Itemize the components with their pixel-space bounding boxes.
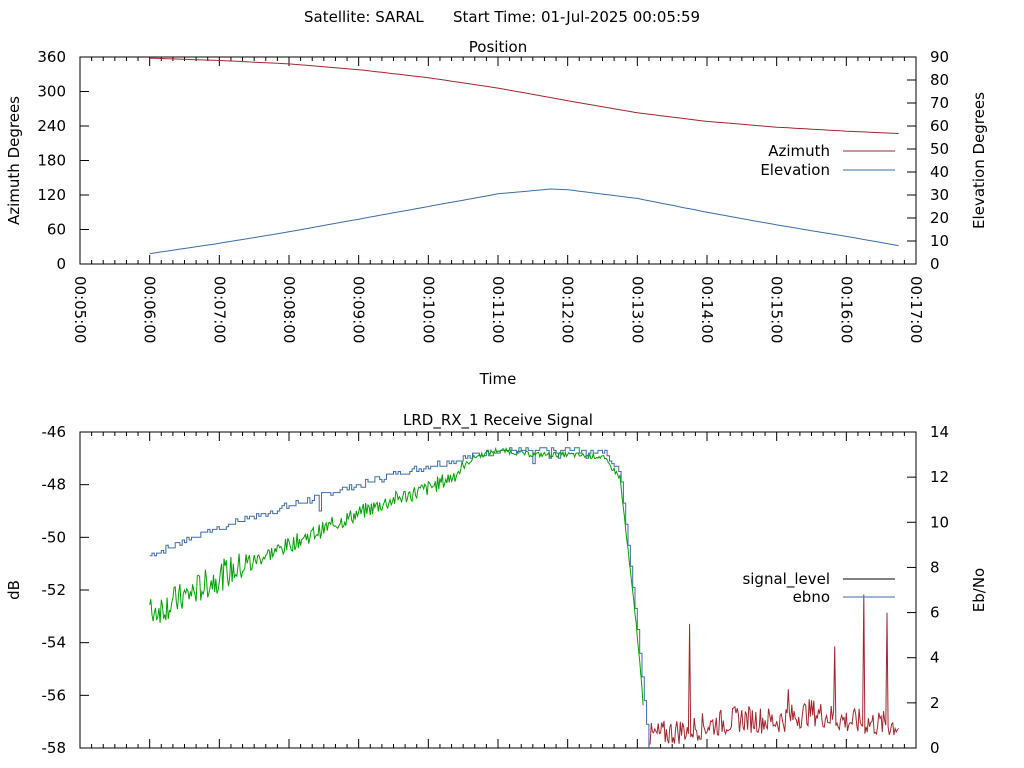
elevation-series-line	[149, 188, 899, 255]
legend-label: Elevation	[760, 161, 830, 179]
y2-tick-label: 30	[930, 186, 949, 204]
x-tick-label: 00:13:00	[628, 276, 646, 343]
y-tick-label: -56	[42, 686, 67, 704]
receive-signal-chart: LRD_RX_1 Receive Signal -58 -56 -54 -52 -50 -4…	[5, 411, 988, 757]
y2-tick-label: 0	[930, 739, 940, 757]
x-tick-label: 00:11:00	[489, 276, 507, 343]
legend-label: Azimuth	[768, 142, 830, 160]
x-tick-label: 00:07:00	[210, 276, 228, 343]
y-axis-label: dB	[5, 580, 23, 600]
y2-tick-label: 60	[930, 117, 949, 135]
green-series-line	[149, 446, 644, 706]
y2-tick-label: 12	[930, 468, 949, 486]
y2-tick-label: 80	[930, 71, 949, 89]
y2-tick-label: 90	[930, 48, 949, 66]
x-tick-label: 00:05:00	[71, 276, 89, 343]
legend-label: signal_level	[742, 570, 830, 589]
y-tick-label: 240	[37, 117, 66, 135]
x-tick-label: 00:08:00	[280, 276, 298, 343]
x-tick-label: 00:12:00	[559, 276, 577, 343]
y2-tick-label: 10	[930, 513, 949, 531]
legend-label: ebno	[793, 588, 830, 606]
y-tick-label: -54	[42, 634, 67, 652]
x-tick-label: 00:09:00	[350, 276, 368, 343]
y-tick-label: -50	[42, 528, 67, 546]
y-tick-label: -58	[42, 739, 67, 757]
y-tick-label: 360	[37, 48, 66, 66]
y2-axis-label: Eb/No	[970, 568, 988, 612]
y-tick-label: -52	[42, 581, 67, 599]
y-tick-label: 120	[37, 186, 66, 204]
y-tick-label: 60	[47, 221, 66, 239]
y-axis-label: Azimuth Degrees	[5, 96, 23, 225]
y-tick-label: 0	[56, 255, 66, 273]
y2-tick-label: 70	[930, 94, 949, 112]
x-tick-label: 00:14:00	[698, 276, 716, 343]
plot-frame	[79, 431, 917, 749]
start-time-label: Start Time: 01-Jul-2025 00:05:59	[453, 8, 700, 26]
x-axis-label: Time	[479, 370, 517, 388]
x-tick-label: 00:10:00	[419, 276, 437, 343]
y2-tick-label: 8	[930, 558, 940, 576]
y2-tick-label: 20	[930, 209, 949, 227]
x-tick-label: 00:15:00	[768, 276, 786, 343]
y-tick-label: -48	[42, 476, 67, 494]
position-chart-title: Position	[469, 38, 527, 56]
signal-level-series-line	[149, 447, 650, 748]
y2-tick-label: 14	[930, 423, 949, 441]
y2-tick-label: 10	[930, 232, 949, 250]
red-series-line	[648, 594, 899, 745]
azimuth-series-line	[149, 57, 899, 134]
y-tick-label: 180	[37, 152, 66, 170]
receive-signal-chart-title: LRD_RX_1 Receive Signal	[403, 411, 593, 430]
y2-tick-label: 50	[930, 140, 949, 158]
y2-tick-label: 6	[930, 604, 940, 622]
y-tick-label: -46	[42, 423, 67, 441]
y-tick-label: 300	[37, 83, 66, 101]
x-tick-label: 00:16:00	[837, 276, 855, 343]
y2-tick-label: 2	[930, 694, 940, 712]
x-tick-label: 00:17:00	[907, 276, 925, 343]
position-chart: Position 0 60 120 180 240 300 360 0 10 20 30 40 50 60 7…	[5, 38, 988, 388]
y2-tick-label: 4	[930, 649, 940, 667]
satellite-label: Satellite: SARAL	[304, 8, 424, 26]
y2-tick-label: 40	[930, 163, 949, 181]
y2-tick-label: 0	[930, 255, 940, 273]
x-tick-label: 00:06:00	[141, 276, 159, 343]
y2-axis-label: Elevation Degrees	[970, 92, 988, 229]
